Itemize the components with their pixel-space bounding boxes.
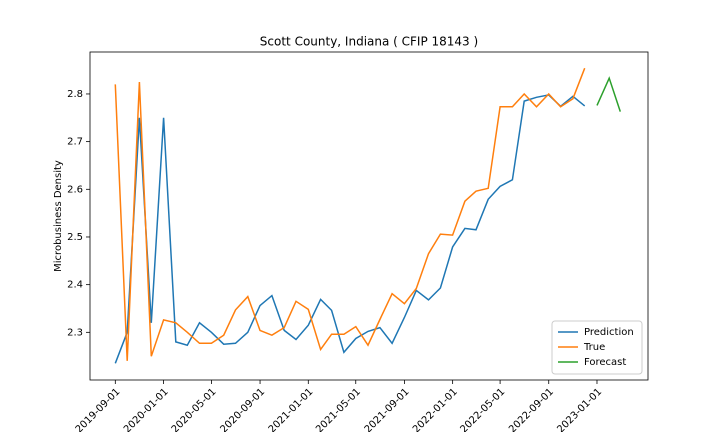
legend-box <box>551 320 643 375</box>
line-series <box>114 67 586 361</box>
chart-title: Scott County, Indiana ( CFIP 18143 ) <box>260 35 478 49</box>
line-series <box>114 94 586 364</box>
y-tick-label: 2.4 <box>67 280 83 291</box>
y-tick-label: 2.3 <box>67 327 83 338</box>
legend-label: Prediction <box>584 327 634 338</box>
plot-frame <box>89 51 649 381</box>
legend-label: Forecast <box>584 357 626 368</box>
y-tick-label: 2.7 <box>67 137 83 148</box>
y-tick-label: 2.5 <box>67 232 83 243</box>
legend: Prediction True Forecast <box>551 320 643 375</box>
legend-label: True <box>583 342 605 353</box>
y-tick-label: 2.8 <box>67 89 83 100</box>
line-series <box>596 76 622 112</box>
y-tick-label: 2.6 <box>67 184 83 195</box>
y-axis-label: Microbusiness Density <box>53 160 64 272</box>
